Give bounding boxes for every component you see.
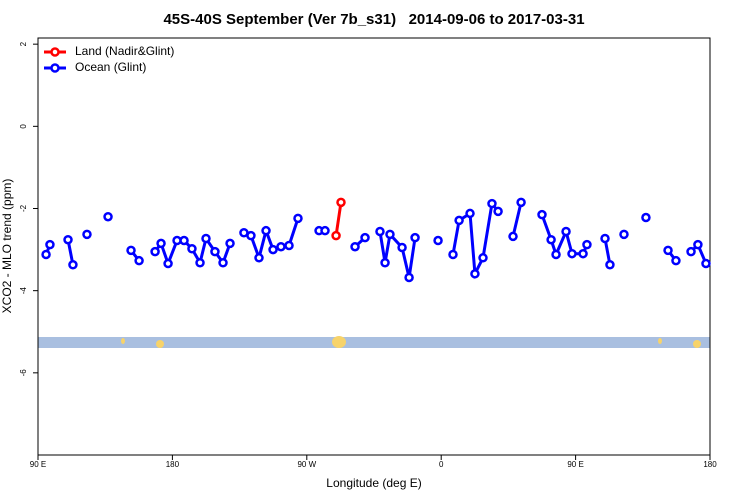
- point: [103, 211, 113, 222]
- point: [380, 257, 390, 268]
- x-tick-label: 90 E: [567, 460, 583, 469]
- point: [600, 233, 610, 244]
- point: [187, 244, 197, 254]
- point: [63, 234, 73, 245]
- point: [487, 198, 497, 209]
- point: [360, 232, 370, 243]
- plot-frame: [37, 37, 711, 456]
- y-tick-label: -2: [19, 204, 28, 212]
- x-tick-label: 90 E: [30, 460, 46, 469]
- point: [336, 197, 346, 208]
- y-tick-label: 0: [19, 124, 28, 129]
- point: [641, 212, 651, 223]
- point: [261, 225, 271, 236]
- point: [433, 235, 443, 246]
- point: [619, 229, 629, 240]
- point: [350, 241, 360, 252]
- point: [179, 235, 189, 246]
- point: [478, 253, 488, 263]
- point: [465, 208, 475, 219]
- point: [134, 255, 144, 266]
- chart-title: 45S-40S September (Ver 7b_s31) 2014-09-0…: [163, 11, 584, 28]
- point: [454, 215, 464, 226]
- point: [375, 226, 385, 237]
- legend-label: Land (Nadir&Glint): [75, 44, 174, 58]
- point: [41, 249, 51, 260]
- point: [546, 234, 556, 245]
- point: [410, 232, 420, 243]
- point: [582, 239, 592, 250]
- point: [578, 248, 588, 259]
- x-tick-label: 180: [703, 460, 717, 469]
- x-tick-label: 180: [166, 460, 180, 469]
- point: [163, 258, 173, 269]
- point: [561, 226, 571, 237]
- point: [150, 246, 160, 257]
- point: [156, 238, 166, 249]
- point: [225, 238, 235, 249]
- point: [493, 206, 503, 217]
- point: [284, 240, 294, 251]
- point: [516, 197, 526, 208]
- surface-strip: [38, 336, 710, 348]
- x-axis-label: Longitude (deg E): [326, 476, 421, 490]
- x-tick-label: 0: [439, 460, 444, 469]
- point: [448, 249, 458, 260]
- point: [537, 209, 547, 220]
- point: [254, 253, 264, 263]
- point: [331, 230, 341, 241]
- point: [210, 246, 220, 257]
- point: [293, 213, 303, 224]
- point: [663, 245, 673, 256]
- point: [701, 258, 711, 269]
- point: [385, 229, 395, 240]
- point: [268, 244, 278, 255]
- point: [195, 257, 205, 268]
- point: [508, 231, 518, 242]
- y-tick-label: -6: [19, 369, 28, 377]
- point: [671, 255, 681, 266]
- point: [126, 245, 136, 256]
- point: [397, 242, 407, 253]
- point: [68, 260, 78, 270]
- point: [320, 225, 330, 236]
- point: [551, 249, 561, 260]
- x-tick-label: 90 W: [297, 460, 316, 469]
- series-line: [334, 202, 343, 236]
- point: [45, 239, 55, 250]
- y-tick-label: 2: [19, 41, 28, 46]
- legend-marker: [50, 63, 60, 73]
- point: [404, 272, 414, 283]
- point: [201, 233, 211, 244]
- point: [605, 260, 615, 270]
- point: [567, 248, 577, 259]
- point: [218, 257, 228, 268]
- point: [276, 241, 286, 252]
- point: [82, 229, 92, 240]
- point: [470, 269, 480, 279]
- point: [246, 230, 256, 241]
- point: [686, 246, 696, 257]
- point: [693, 239, 703, 250]
- legend-marker: [50, 47, 60, 57]
- y-tick-label: -4: [19, 287, 28, 295]
- legend-label: Ocean (Glint): [75, 60, 146, 74]
- y-axis-label: XCO2 - MLO trend (ppm): [0, 179, 14, 314]
